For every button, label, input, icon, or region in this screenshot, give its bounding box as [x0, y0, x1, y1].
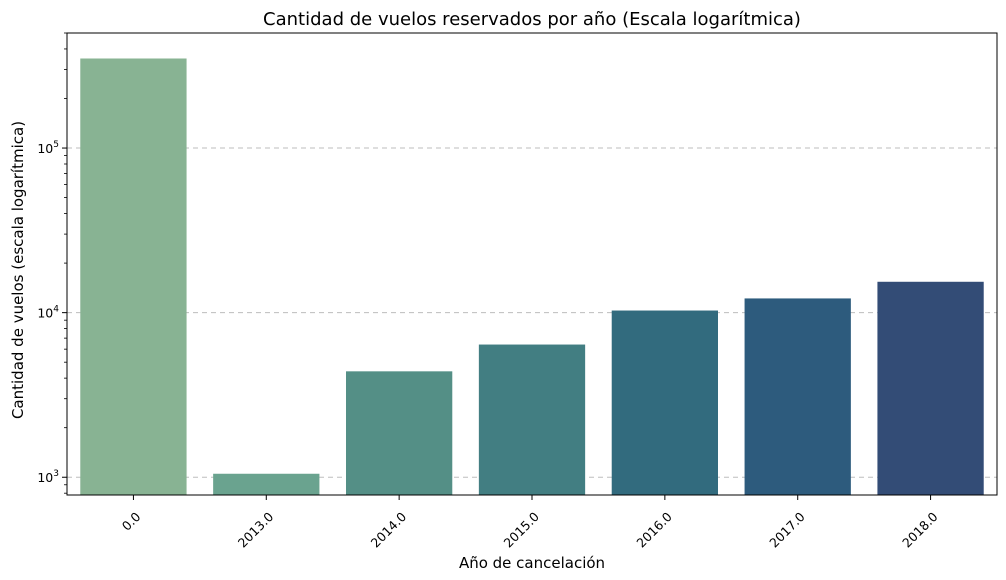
chart-title: Cantidad de vuelos reservados por año (E…	[263, 9, 801, 30]
bar-0.0	[80, 58, 187, 495]
y-tick-label: 104	[37, 305, 59, 321]
y-tick-label: 103	[37, 469, 59, 485]
plot-frame	[66, 32, 998, 496]
x-tick-label: 2015.0	[501, 509, 543, 551]
y-axis-label: Cantidad de vuelos (escala logarítmica)	[9, 121, 27, 419]
x-tick-label: 0.0	[119, 509, 144, 534]
x-axis-ticks: 0.0 2013.0 2014.0 2015.0 2016.0 2017.0 2018.0	[119, 495, 941, 550]
bar-2017.0	[744, 298, 851, 495]
bar-2015.0	[478, 344, 586, 495]
y-tick-label: 105	[37, 140, 59, 156]
x-tick-label: 2018.0	[899, 509, 941, 551]
bar-2013.0	[213, 473, 320, 495]
x-tick-label: 2014.0	[368, 509, 410, 551]
bar-2016.0	[611, 310, 718, 495]
bars-group	[80, 58, 984, 495]
y-axis-ticks: 103 104 105	[37, 32, 67, 494]
x-tick-label: 2013.0	[235, 509, 277, 551]
x-tick-label: 2017.0	[766, 509, 808, 551]
x-axis-label: Año de cancelación	[459, 554, 605, 572]
bar-2014.0	[346, 371, 453, 495]
x-tick-label: 2016.0	[633, 509, 675, 551]
bar-2018.0	[877, 281, 984, 495]
